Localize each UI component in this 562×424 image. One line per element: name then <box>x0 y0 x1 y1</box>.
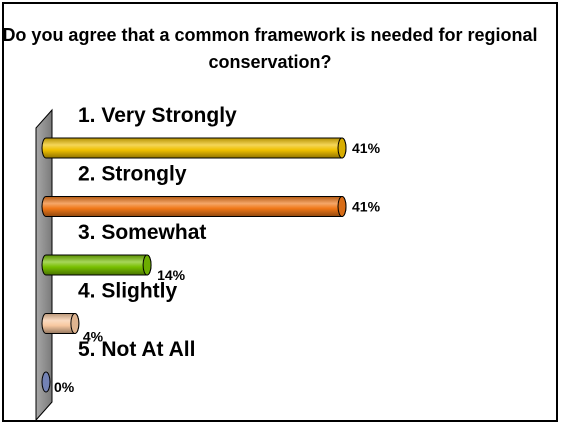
bar <box>41 137 347 159</box>
chart-title: Do you agree that a common framework is … <box>2 25 538 72</box>
bar <box>41 371 51 393</box>
category-label: 4. Slightly <box>78 280 178 303</box>
value-label: 4% <box>83 329 104 345</box>
value-label: 41% <box>352 199 381 215</box>
bar <box>41 254 152 276</box>
value-label: 0% <box>54 379 75 395</box>
value-label: 14% <box>157 267 186 283</box>
bar <box>41 313 80 334</box>
value-label: 41% <box>352 140 381 156</box>
category-label: 5. Not At All <box>78 338 195 361</box>
bar <box>41 196 347 217</box>
category-label: 3. Somewhat <box>78 221 206 244</box>
category-label: 2. Strongly <box>78 163 187 186</box>
category-label: 1. Very Strongly <box>78 104 237 127</box>
